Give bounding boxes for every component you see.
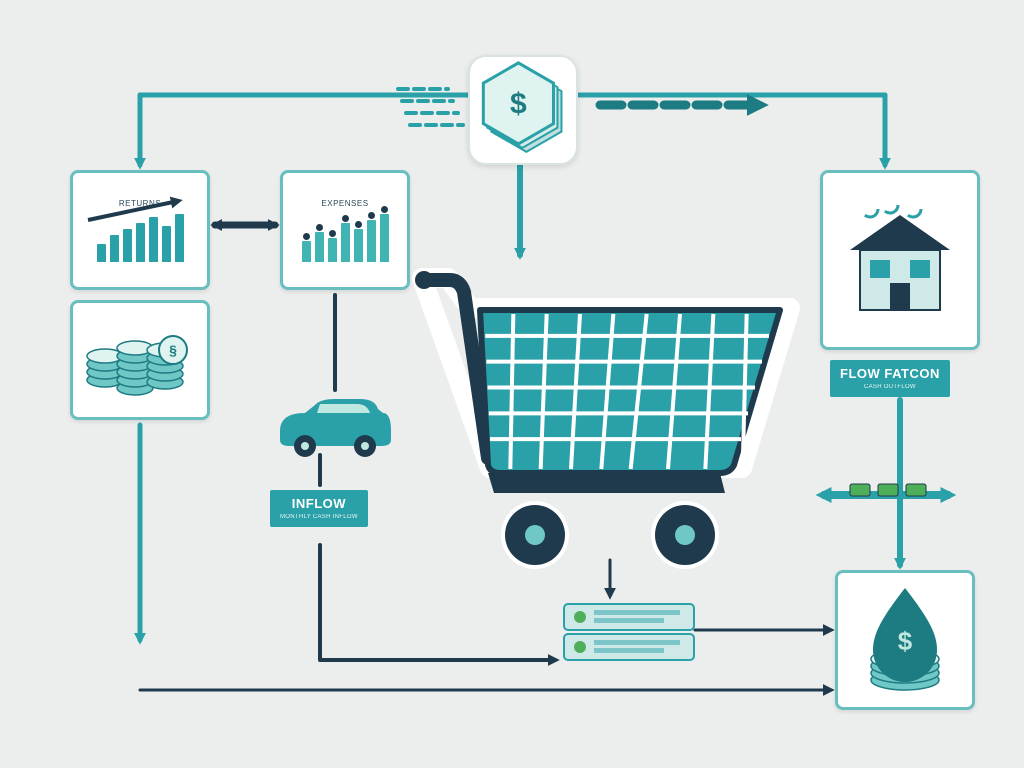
outflow-tag-text: FLOW FATCON: [840, 366, 940, 381]
svg-text:§: §: [169, 342, 177, 358]
expenses-label: EXPENSES: [321, 199, 368, 208]
house-icon: [835, 195, 965, 325]
expenses-bars: [302, 212, 389, 262]
cashflow-droplet-icon: $: [845, 580, 965, 700]
inflow-tag-sub: MONTHLY CASH INFLOW: [280, 514, 358, 521]
coins-panel: SAVINGS§: [70, 300, 210, 420]
coins-icon: §: [85, 320, 195, 400]
household-panel: HOUSEHOLD: [820, 170, 980, 350]
diagram-stage: $ RETURNS EXPENSES SAVINGS§ HOUSEHOLD $ INFLOW…: [0, 0, 1024, 768]
svg-text:$: $: [898, 626, 913, 656]
cashflow-panel: $: [835, 570, 975, 710]
returns-trend-arrow: [83, 195, 203, 225]
car-icon: [275, 395, 395, 465]
inflow-tag: INFLOW MONTHLY CASH INFLOW: [270, 490, 368, 527]
money-hex-icon: $: [461, 46, 580, 165]
expenses-panel: EXPENSES: [280, 170, 410, 290]
speed-lines: [388, 83, 468, 133]
svg-text:$: $: [510, 87, 527, 120]
budget-arrow-icon: [810, 470, 970, 520]
outflow-tag: FLOW FATCON CASH OUTFLOW: [830, 360, 950, 397]
outflow-tag-sub: CASH OUTFLOW: [840, 384, 940, 391]
inflow-tag-text: INFLOW: [292, 496, 346, 511]
returns-panel: RETURNS: [70, 170, 210, 290]
server-icon: [560, 600, 698, 668]
shopping-cart-icon: [410, 250, 810, 610]
